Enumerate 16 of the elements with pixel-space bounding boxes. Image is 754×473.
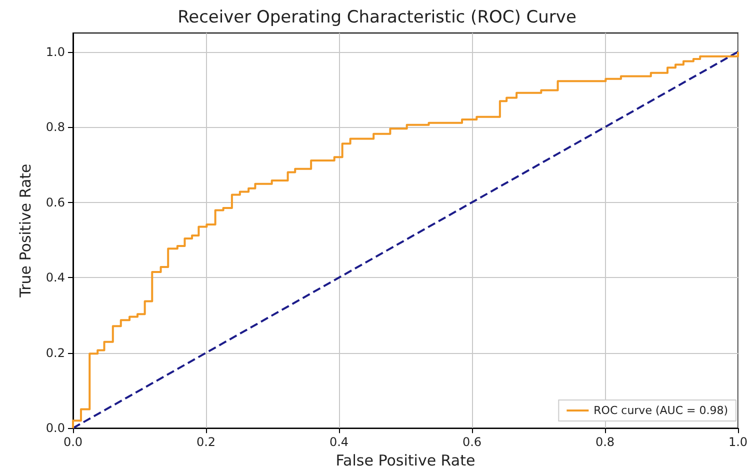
- x-tick-label: 1.0: [728, 435, 748, 450]
- y-tick-label: 0.2: [46, 346, 65, 360]
- x-tick-label: 0.2: [196, 435, 216, 450]
- y-tick-label: 0.8: [46, 120, 65, 134]
- x-tick-label: 0.0: [63, 435, 83, 450]
- x-tick-label: 0.8: [595, 435, 615, 450]
- legend-label: ROC curve (AUC = 0.98): [594, 404, 728, 417]
- y-tick-label: 1.0: [46, 44, 65, 59]
- y-axis-title: True Positive Rate: [16, 164, 34, 298]
- x-tick-label: 0.6: [462, 435, 482, 450]
- y-tick-label: 0.6: [46, 195, 65, 210]
- y-tick-label: 0.0: [46, 421, 65, 436]
- x-axis-title: False Positive Rate: [336, 452, 476, 470]
- chart-title: Receiver Operating Characteristic (ROC) Curve: [178, 8, 576, 28]
- y-tick-label: 0.4: [46, 270, 65, 285]
- x-tick-label: 0.4: [329, 435, 349, 450]
